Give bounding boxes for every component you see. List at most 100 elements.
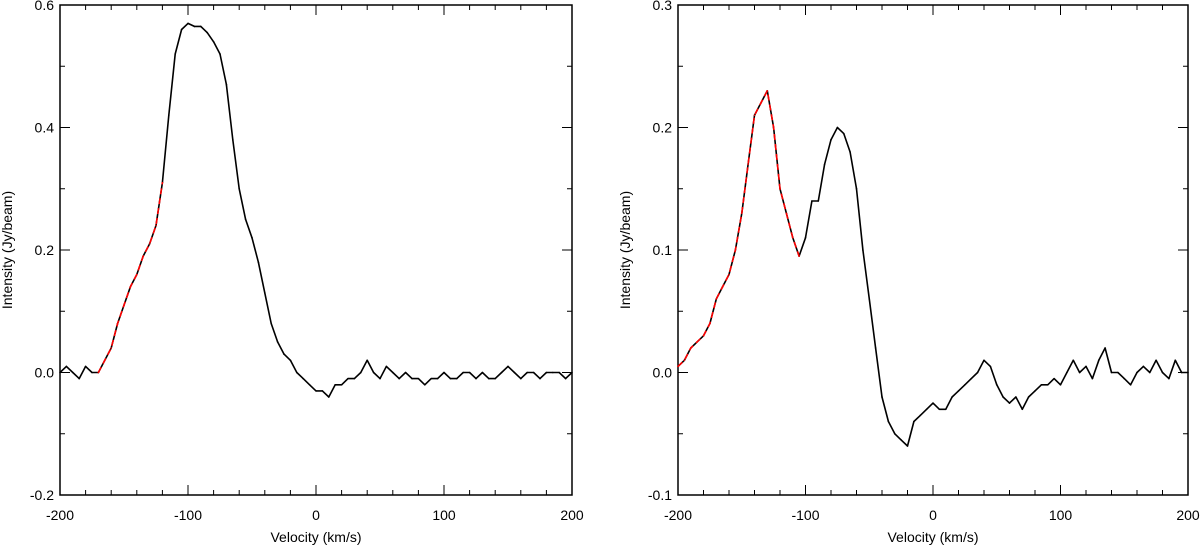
spectrum-point bbox=[539, 377, 541, 380]
spectrum-point bbox=[1180, 371, 1183, 374]
spectrum-point bbox=[1142, 365, 1145, 368]
fit-dashed-line bbox=[97, 182, 164, 373]
spectrum-point bbox=[836, 126, 839, 129]
spectrum-point bbox=[1027, 396, 1030, 398]
chart-panel-1: -200 -100 0 100 200 -0.2 0.0 0.2 0.4 0.6 Velocity … bbox=[0, 0, 584, 545]
spectrum-point bbox=[232, 138, 234, 141]
spectrum-point bbox=[1085, 365, 1087, 368]
spectrum-point bbox=[360, 371, 362, 374]
spectrum-point bbox=[1034, 390, 1036, 392]
spectrum-point bbox=[65, 365, 68, 368]
spectrum-point bbox=[430, 377, 433, 380]
spectrum-point bbox=[925, 408, 928, 411]
spectrum-point bbox=[200, 25, 202, 28]
spectrum-point bbox=[571, 371, 573, 374]
spectrum-point bbox=[970, 377, 973, 380]
spectrum-point bbox=[552, 371, 554, 374]
spectrum-point bbox=[900, 439, 902, 441]
spectrum-point bbox=[296, 371, 298, 374]
spectrum-point bbox=[919, 414, 922, 417]
spectrum-point bbox=[193, 25, 196, 28]
spectrum-point bbox=[1059, 383, 1062, 386]
spectrum-point bbox=[494, 377, 497, 380]
spectrum-point bbox=[1002, 396, 1004, 398]
spectrum-point bbox=[564, 377, 567, 380]
fit-dashed-line bbox=[677, 90, 800, 367]
y-tick-label: 0.4 bbox=[35, 120, 55, 136]
fit-point bbox=[747, 163, 749, 166]
y-axis-label: Intensity (Jy/beam) bbox=[0, 191, 15, 309]
y-tick-label: -0.1 bbox=[648, 487, 672, 503]
fit-point bbox=[772, 126, 775, 129]
spectrum-point bbox=[251, 236, 253, 239]
spectrum-point bbox=[526, 371, 528, 374]
spectrum-point bbox=[964, 383, 966, 386]
spectrum-point bbox=[532, 371, 535, 374]
chart-panel-2: -200 -100 0 100 200 -0.1 0.0 0.1 0.2 0.3 Velocity … bbox=[617, 0, 1200, 545]
fit-point bbox=[148, 243, 151, 245]
spectrum-point bbox=[91, 371, 93, 374]
fit-point bbox=[677, 365, 679, 368]
spectrum-point bbox=[1155, 359, 1157, 362]
spectrum-point bbox=[353, 377, 356, 380]
spectrum-point bbox=[1008, 402, 1011, 404]
spectrum-point bbox=[1187, 371, 1189, 374]
spectrum-point bbox=[340, 383, 343, 386]
y-tick-label: 0.3 bbox=[653, 0, 673, 13]
spectrum-point bbox=[989, 365, 992, 368]
plot-frame bbox=[59, 4, 573, 496]
plot-frame bbox=[677, 4, 1189, 496]
spectrum-point bbox=[78, 377, 80, 380]
spectrum-point bbox=[264, 292, 266, 294]
spectrum-point bbox=[468, 371, 471, 374]
spectrum-point bbox=[855, 187, 858, 190]
spectrum-point bbox=[372, 371, 375, 374]
spectrum-point bbox=[906, 445, 909, 447]
y-tick-label: 0.0 bbox=[653, 365, 673, 381]
fit-point bbox=[734, 249, 737, 251]
spectrum-point bbox=[1148, 371, 1151, 374]
y-tick-label: 0.2 bbox=[35, 242, 55, 258]
spectrum-point bbox=[212, 40, 215, 43]
spectrum-point bbox=[804, 236, 807, 239]
y-tick-label: 0.6 bbox=[35, 0, 55, 13]
spectrum-point bbox=[545, 371, 548, 374]
spectrum-point bbox=[366, 359, 369, 362]
spectrum-point bbox=[830, 138, 832, 141]
fit-point bbox=[798, 255, 800, 257]
fit-point bbox=[702, 334, 705, 337]
spectrum-point bbox=[1053, 377, 1055, 380]
spectrum-point bbox=[1104, 347, 1106, 349]
spectrum-point bbox=[938, 408, 941, 411]
spectrum-point bbox=[84, 365, 87, 368]
fit-point bbox=[129, 285, 132, 288]
fit-point bbox=[161, 181, 164, 184]
spectrum-point bbox=[436, 377, 439, 380]
x-tick-label: 200 bbox=[560, 507, 584, 523]
fit-point bbox=[766, 89, 769, 92]
spectrum-point bbox=[488, 377, 490, 380]
spectrum-point bbox=[424, 383, 426, 386]
spectrum-point bbox=[500, 371, 503, 374]
spectrum-point bbox=[1072, 359, 1075, 362]
spectrum-point bbox=[957, 390, 960, 392]
fit-point bbox=[709, 322, 711, 325]
fit-point bbox=[142, 255, 144, 257]
spectrum-line bbox=[677, 90, 1188, 447]
spectrum-point bbox=[1161, 371, 1164, 374]
spectrum-point bbox=[328, 396, 330, 398]
x-tick-label: 100 bbox=[432, 507, 456, 523]
fit-point bbox=[779, 187, 781, 190]
spectrum-point bbox=[308, 383, 311, 386]
spectrum-point bbox=[1046, 383, 1049, 386]
x-tick-label: 0 bbox=[929, 507, 937, 523]
spectrum-point bbox=[868, 298, 871, 300]
spectrum-point bbox=[1066, 371, 1068, 374]
fit-point bbox=[123, 304, 125, 306]
x-tick-label: -200 bbox=[46, 507, 74, 523]
y-tick-label: 0.1 bbox=[653, 242, 673, 258]
spectrum-point bbox=[558, 371, 560, 374]
spectrum-point bbox=[417, 377, 420, 380]
spectrum-point bbox=[321, 390, 324, 392]
